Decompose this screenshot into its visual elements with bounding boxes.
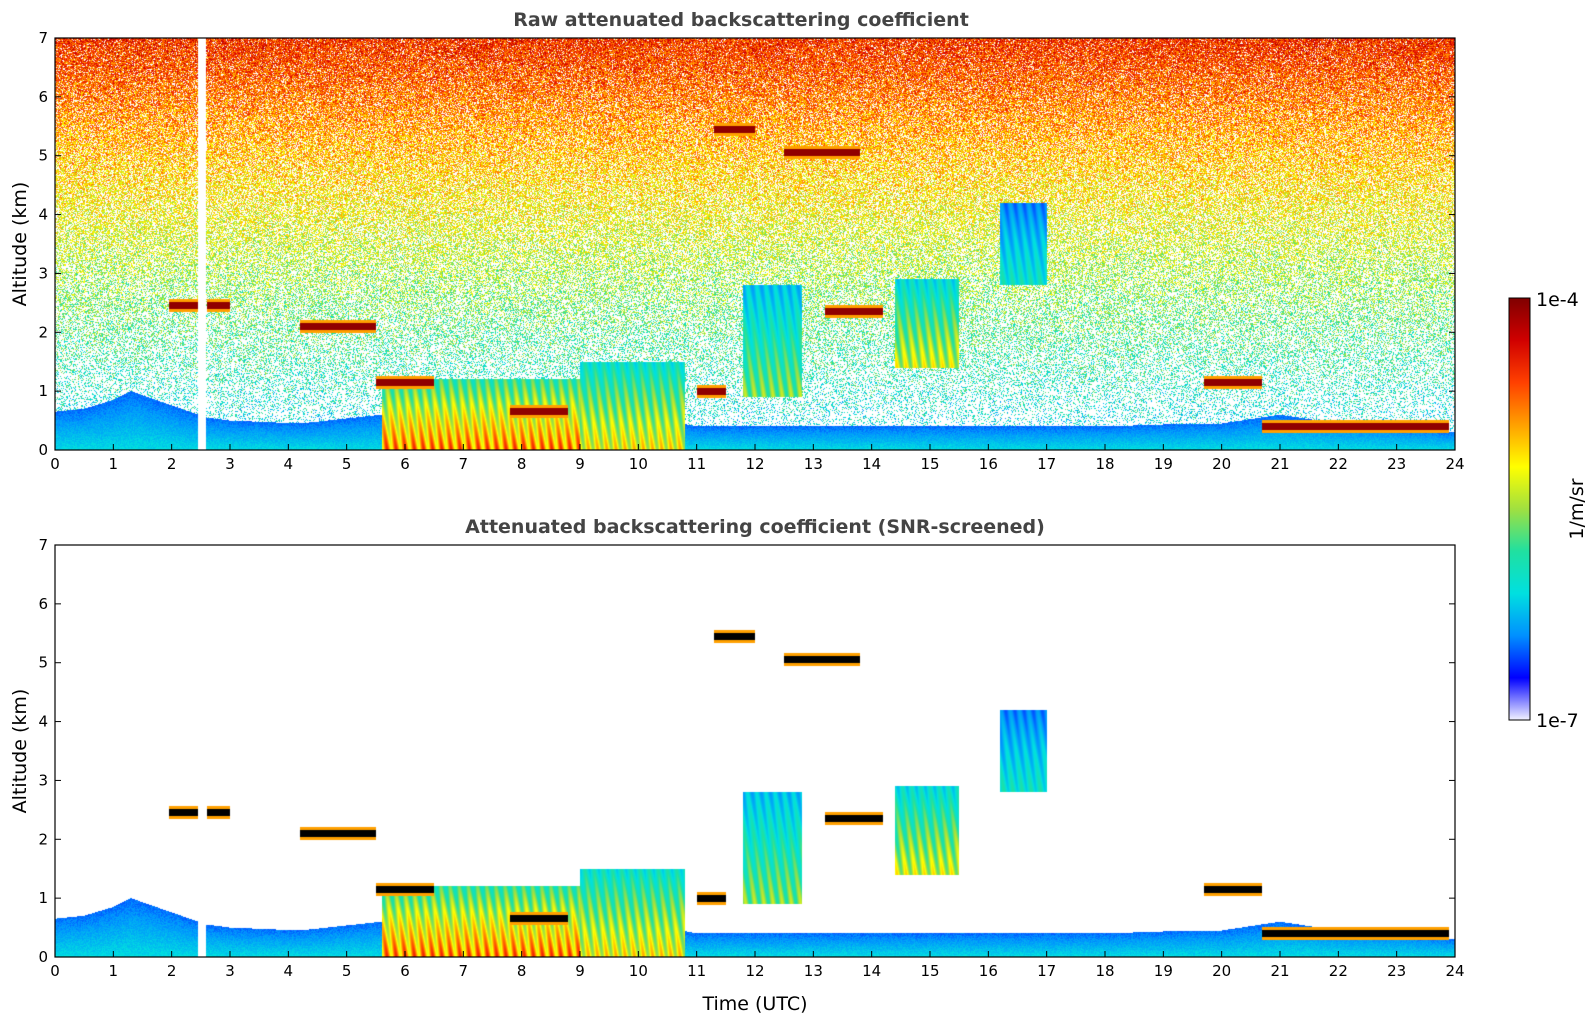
x-tick-label: 6 [400, 455, 410, 473]
x-tick-label: 21 [1270, 455, 1289, 473]
panel-screened: Attenuated backscattering coefficient (S… [9, 516, 1465, 1015]
colorbar-min-label: 1e-7 [1536, 710, 1579, 732]
x-tick-label: 3 [225, 962, 235, 980]
y-tick-label: 5 [38, 147, 48, 165]
y-tick-label: 0 [38, 948, 48, 966]
x-tick-label: 12 [745, 962, 764, 980]
colorbar-max-label: 1e-4 [1536, 289, 1579, 311]
panel-raw: Raw attenuated backscattering coefficien… [9, 9, 1465, 473]
x-tick-label: 13 [804, 455, 823, 473]
panel-raw-plot-area [55, 38, 1455, 450]
x-tick-label: 19 [1154, 455, 1173, 473]
panel-raw-ticks: 0 1 2 3 4 5 6 7 8 9 10 11 12 13 14 15 16 17 18 19 20 21 22 23 24… [38, 29, 1464, 473]
y-tick-label: 2 [38, 830, 48, 848]
x-tick-label: 22 [1329, 455, 1348, 473]
x-tick-label: 18 [1095, 455, 1114, 473]
y-tick-label: 6 [38, 88, 48, 106]
x-tick-label: 6 [400, 962, 410, 980]
x-tick-label: 14 [862, 962, 881, 980]
panel-screened-heatmap [55, 545, 1455, 957]
x-tick-label: 16 [979, 962, 998, 980]
x-tick-label: 9 [575, 455, 585, 473]
y-tick-label: 1 [38, 889, 48, 907]
panel-raw-heatmap [55, 38, 1455, 450]
colorbar-bar [1508, 297, 1531, 721]
panel-screened-ticks: 0 1 2 3 4 5 6 7 8 9 10 11 12 13 14 15 16 17 18 19 20 21 22 23 24… [38, 536, 1464, 980]
x-tick-label: 5 [342, 455, 352, 473]
x-tick-label: 15 [920, 455, 939, 473]
x-tick-label: 3 [225, 455, 235, 473]
x-tick-label: 22 [1329, 962, 1348, 980]
y-tick-label: 0 [38, 441, 48, 459]
y-tick-label: 3 [38, 264, 48, 282]
x-tick-label: 21 [1270, 962, 1289, 980]
x-tick-label: 13 [804, 962, 823, 980]
x-tick-label: 0 [50, 455, 60, 473]
x-tick-label: 10 [629, 455, 648, 473]
x-tick-label: 18 [1095, 962, 1114, 980]
x-tick-label: 8 [517, 455, 527, 473]
x-tick-label: 8 [517, 962, 527, 980]
x-tick-label: 7 [459, 455, 469, 473]
y-tick-label: 1 [38, 382, 48, 400]
x-tick-label: 24 [1445, 455, 1464, 473]
x-tick-label: 10 [629, 962, 648, 980]
y-tick-label: 4 [38, 713, 48, 731]
x-tick-label: 9 [575, 962, 585, 980]
colorbar: 1e-4 1e-7 1/m/sr [1508, 289, 1588, 732]
x-tick-label: 17 [1037, 455, 1056, 473]
x-tick-label: 20 [1212, 455, 1231, 473]
x-tick-label: 5 [342, 962, 352, 980]
panel-screened-xlabel: Time (UTC) [701, 993, 807, 1015]
panel-raw-title: Raw attenuated backscattering coefficien… [513, 9, 969, 31]
x-tick-label: 23 [1387, 962, 1406, 980]
x-tick-label: 1 [109, 962, 119, 980]
x-tick-label: 19 [1154, 962, 1173, 980]
x-tick-label: 4 [284, 455, 294, 473]
panel-screened-ylabel: Altitude (km) [9, 689, 31, 814]
x-tick-label: 11 [687, 962, 706, 980]
y-tick-label: 3 [38, 771, 48, 789]
x-tick-label: 12 [745, 455, 764, 473]
x-tick-label: 2 [167, 962, 177, 980]
y-tick-label: 7 [38, 536, 48, 554]
x-tick-label: 15 [920, 962, 939, 980]
y-tick-label: 7 [38, 29, 48, 47]
y-tick-label: 6 [38, 595, 48, 613]
y-tick-label: 2 [38, 323, 48, 341]
x-tick-label: 20 [1212, 962, 1231, 980]
colorbar-unit-label: 1/m/sr [1566, 478, 1588, 539]
panel-screened-title: Attenuated backscattering coefficient (S… [465, 516, 1045, 538]
x-tick-label: 24 [1445, 962, 1464, 980]
x-tick-label: 14 [862, 455, 881, 473]
x-tick-label: 1 [109, 455, 119, 473]
panel-raw-ylabel: Altitude (km) [9, 182, 31, 307]
x-tick-label: 7 [459, 962, 469, 980]
y-tick-label: 5 [38, 654, 48, 672]
x-tick-label: 4 [284, 962, 294, 980]
x-tick-label: 17 [1037, 962, 1056, 980]
panel-screened-plot-area [55, 545, 1455, 957]
y-tick-label: 4 [38, 206, 48, 224]
x-tick-label: 11 [687, 455, 706, 473]
x-tick-label: 23 [1387, 455, 1406, 473]
x-tick-label: 2 [167, 455, 177, 473]
x-tick-label: 16 [979, 455, 998, 473]
x-tick-label: 0 [50, 962, 60, 980]
